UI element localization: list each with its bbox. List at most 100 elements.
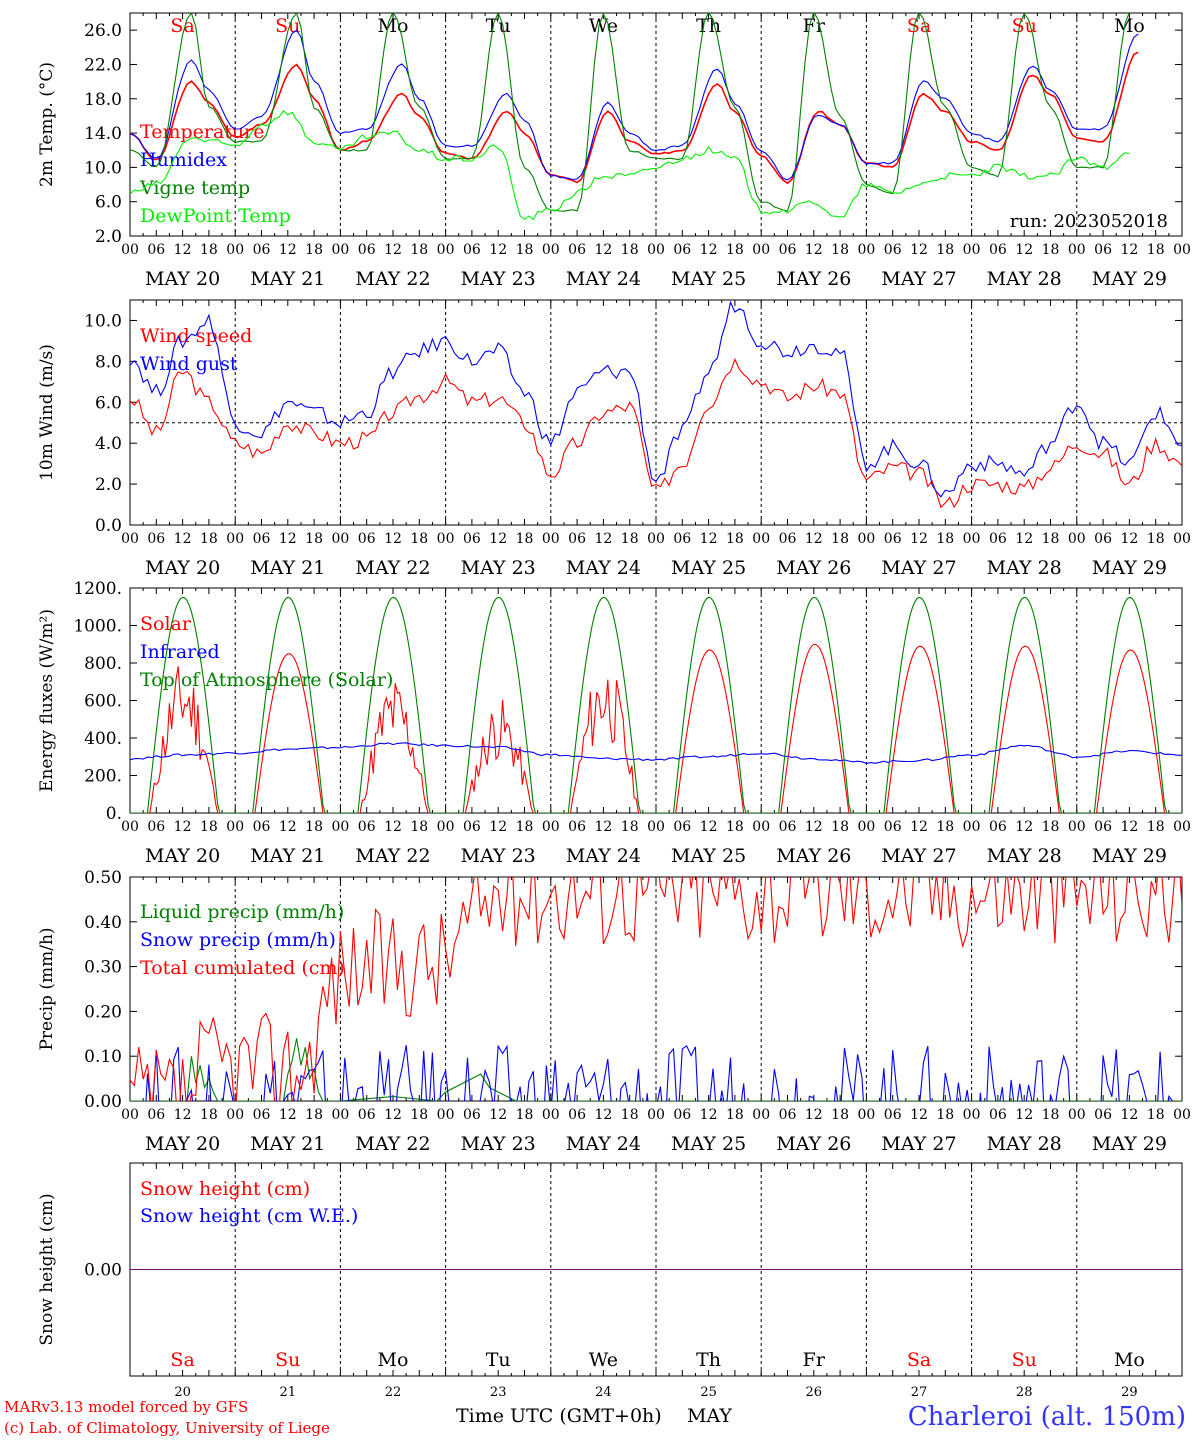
x-hour-label: 00	[647, 819, 665, 835]
x-hour-label: 18	[1147, 819, 1165, 835]
weekday-label: Tu	[486, 1349, 511, 1371]
x-day-label: MAY 24	[566, 268, 641, 290]
x-hour-label: 06	[1094, 242, 1112, 258]
weekday-label: Sa	[907, 1349, 931, 1371]
x-axis: 00 06 12 18 MAY 20 00 06 12 18 MAY 21 00 06 12 18 MAY …	[121, 1107, 1191, 1155]
x-hour-label: 00	[542, 531, 560, 547]
legend-wind-gust: Wind gust	[140, 353, 238, 375]
x-hour-label: 12	[700, 1107, 718, 1123]
x-daynum-label: 22	[385, 1385, 402, 1400]
x-hour-label: 12	[489, 531, 507, 547]
x-day-label: MAY 29	[1092, 1133, 1167, 1155]
x-hour-label: 06	[779, 242, 797, 258]
x-hour-label: 12	[489, 1107, 507, 1123]
x-day-label: MAY 25	[671, 1133, 746, 1155]
weekday-label: Th	[696, 1349, 721, 1371]
x-hour-label: 18	[726, 531, 744, 547]
x-day-label: MAY 26	[776, 1133, 851, 1155]
lab-credit: (c) Lab. of Climatology, University of L…	[4, 1419, 330, 1437]
x-day-label: MAY 25	[671, 845, 746, 867]
x-axis: 00 06 12 18 MAY 20 00 06 12 18 MAY 21 00 06 12 18 MAY …	[121, 819, 1191, 867]
x-hour-label: 00	[121, 819, 139, 835]
x-daynum-label: 24	[595, 1385, 612, 1400]
x-hour-label: 18	[516, 242, 534, 258]
x-day-label: MAY 21	[250, 845, 325, 867]
y-tick-label: 200.	[84, 767, 122, 787]
x-day-label: MAY 29	[1092, 268, 1167, 290]
x-hour-label: 06	[779, 531, 797, 547]
x-hour-label: 12	[594, 1107, 612, 1123]
x-hour-label: 06	[568, 531, 586, 547]
x-hour-label: 18	[936, 1107, 954, 1123]
x-hour-label: 00	[121, 531, 139, 547]
legend-snow-height-cm-w-e-: Snow height (cm W.E.)	[140, 1205, 358, 1227]
weekday-label: Fr	[803, 1349, 826, 1371]
x-hour-label: 12	[910, 242, 928, 258]
x-day-label: MAY 28	[987, 268, 1062, 290]
x-hour-label: 00	[1173, 531, 1191, 547]
y-axis-label: 2m Temp. (°C)	[37, 62, 57, 187]
x-day-label: MAY 28	[987, 1133, 1062, 1155]
x-hour-label: 12	[279, 1107, 297, 1123]
x-day-label: MAY 21	[250, 1133, 325, 1155]
x-daynum-label: 21	[280, 1385, 297, 1400]
y-tick-label: 14.0	[84, 124, 122, 144]
x-day-label: MAY 23	[461, 1133, 536, 1155]
y-tick-label: 8.0	[95, 352, 122, 372]
x-hour-label: 00	[437, 1107, 455, 1123]
x-hour-label: 18	[1147, 242, 1165, 258]
x-hour-label: 06	[779, 1107, 797, 1123]
x-hour-label: 06	[253, 531, 271, 547]
panel-energy: 0. 200. 400. 600. 800. 1000. 1200. Energy fluxe…	[37, 579, 1191, 867]
x-hour-label: 00	[331, 819, 349, 835]
x-hour-label: 18	[726, 819, 744, 835]
panel-wind: 0.0 2.0 4.0 6.0 8.0 10.0 10m Wind (m/s) 00 06 12 1…	[37, 299, 1191, 579]
x-day-label: MAY 27	[881, 268, 956, 290]
x-hour-label: 12	[384, 1107, 402, 1123]
x-day-label: MAY 26	[776, 268, 851, 290]
y-tick-label: 0.50	[84, 868, 122, 888]
x-hour-label: 12	[279, 242, 297, 258]
series-total-cumulated-cm-	[130, 877, 1182, 1101]
x-hour-label: 18	[516, 1107, 534, 1123]
weekday-label: Sa	[170, 15, 194, 37]
legend-infrared: Infrared	[140, 641, 220, 663]
series-wind-gust	[130, 300, 1182, 498]
x-day-label: MAY 25	[671, 557, 746, 579]
x-hour-label: 18	[1147, 1107, 1165, 1123]
plot-frame	[129, 12, 1183, 237]
weekday-label: Sa	[907, 15, 931, 37]
x-hour-label: 06	[253, 242, 271, 258]
series-top-of-atmosphere-solar-	[130, 596, 1182, 813]
weekday-label: Mo	[1114, 15, 1145, 37]
x-hour-label: 06	[779, 819, 797, 835]
legend-temperature: Temperature	[140, 121, 264, 143]
x-hour-label: 12	[279, 819, 297, 835]
series-snow-precip-mm-h-	[145, 1044, 1174, 1101]
x-day-label: MAY 29	[1092, 557, 1167, 579]
series-temperature	[130, 51, 1139, 185]
y-tick-label: 26.0	[84, 21, 122, 41]
x-hour-label: 00	[857, 819, 875, 835]
x-day-label: MAY 28	[987, 845, 1062, 867]
y-tick-label: 0.20	[84, 1002, 122, 1022]
x-day-label: MAY 24	[566, 557, 641, 579]
x-hour-label: 00	[963, 531, 981, 547]
x-hour-label: 00	[121, 242, 139, 258]
x-hour-label: 18	[726, 242, 744, 258]
y-tick-label: 0.40	[84, 913, 122, 933]
x-hour-label: 18	[305, 242, 323, 258]
x-hour-label: 12	[805, 819, 823, 835]
x-hour-label: 18	[1147, 531, 1165, 547]
x-hour-label: 00	[331, 531, 349, 547]
x-hour-label: 00	[857, 531, 875, 547]
x-hour-label: 06	[1094, 1107, 1112, 1123]
x-hour-label: 12	[910, 1107, 928, 1123]
x-hour-label: 12	[279, 531, 297, 547]
x-hour-label: 00	[752, 1107, 770, 1123]
legend-top-of-atmosphere-solar-: Top of Atmosphere (Solar)	[140, 669, 393, 691]
weekday-label: Su	[1012, 15, 1037, 37]
x-day-label: MAY 25	[671, 268, 746, 290]
x-hour-label: 18	[410, 242, 428, 258]
x-hour-label: 18	[410, 1107, 428, 1123]
